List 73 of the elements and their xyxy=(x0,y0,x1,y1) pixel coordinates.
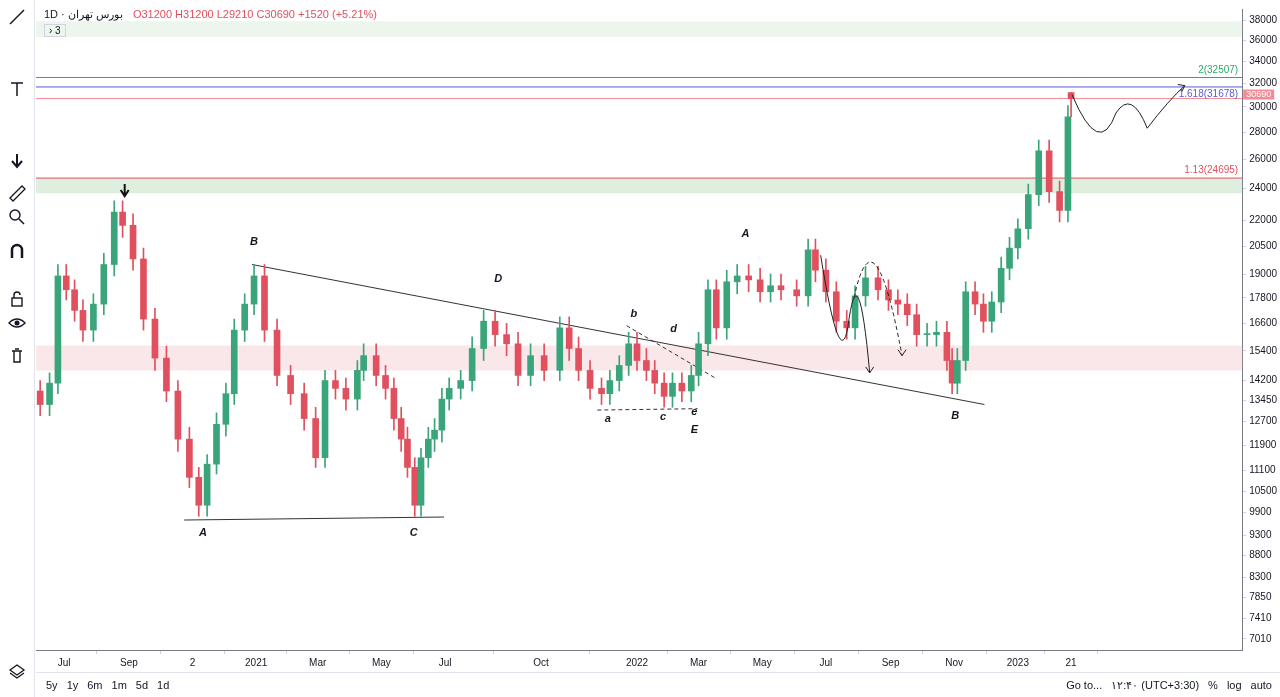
text: auto xyxy=(1250,679,1272,691)
x-tick-label: May xyxy=(752,656,772,668)
x-tick-label: Mar xyxy=(689,656,708,668)
y-tick-label: 19000 xyxy=(1249,267,1278,279)
y-tick-label: 14200 xyxy=(1249,374,1278,386)
annotation: › 3 xyxy=(44,24,66,37)
annotation: b xyxy=(630,306,638,319)
text: 1m xyxy=(111,679,127,691)
text: % xyxy=(1208,679,1218,691)
ref-line-label: 2(32507) xyxy=(1198,64,1239,76)
annotation: E xyxy=(690,423,699,436)
x-tick-label: Sep xyxy=(119,656,139,668)
y-tick-label: 24000 xyxy=(1249,182,1278,194)
text: 5d xyxy=(135,679,149,691)
x-tick-label: 2023 xyxy=(1006,656,1030,668)
annotation: d xyxy=(670,322,678,335)
x-tick-label: Oct xyxy=(533,656,550,668)
y-tick-label: 12700 xyxy=(1249,415,1278,427)
text: 5y xyxy=(46,679,58,691)
x-tick-label: 2 xyxy=(189,656,196,668)
y-tick-label: 11100 xyxy=(1249,464,1276,476)
text: 1y xyxy=(66,679,79,691)
y-tick-label: 17800 xyxy=(1249,291,1278,303)
text: 6m xyxy=(87,679,103,691)
text: Go to... xyxy=(1066,679,1103,691)
chart-subtitle: O31200 H31200 L29210 C30690 +1520 (+5.21%) xyxy=(132,8,377,21)
text: log xyxy=(1226,679,1242,691)
x-tick-label: May xyxy=(371,656,391,668)
annotation: A xyxy=(197,526,207,539)
ref-line-label: 1.13(24695) xyxy=(1184,163,1239,175)
y-tick-label: 38000 xyxy=(1249,14,1278,26)
y-tick-label: 11900 xyxy=(1249,438,1277,450)
y-tick-label: 7010 xyxy=(1249,632,1272,644)
annotation: C xyxy=(409,526,419,539)
y-tick-label: 13450 xyxy=(1249,394,1278,406)
text: ۱۲:۴۰ (UTC+3:30) xyxy=(1111,678,1200,692)
annotation: B xyxy=(250,234,259,247)
annotation: e xyxy=(691,405,698,418)
annotation: a xyxy=(604,411,611,424)
annotation: A xyxy=(740,226,750,239)
ref-line-label: 1.618(31678) xyxy=(1178,87,1239,99)
annotation: c xyxy=(660,409,667,422)
y-tick-label: 7850 xyxy=(1249,591,1272,603)
y-tick-label: 22000 xyxy=(1249,214,1278,226)
x-tick-label: Jul xyxy=(819,656,833,668)
x-tick-label: Sep xyxy=(881,656,900,668)
x-tick-label: Jul xyxy=(57,656,71,668)
y-tick-label: 30000 xyxy=(1249,100,1278,112)
annotation: B xyxy=(951,408,960,421)
annotation: D xyxy=(494,272,503,285)
y-tick-label: 20500 xyxy=(1249,239,1278,251)
x-tick-label: 2022 xyxy=(625,656,649,668)
y-tick-label: 9300 xyxy=(1249,529,1272,541)
x-tick-label: Nov xyxy=(945,656,964,668)
text: 1d xyxy=(157,679,170,691)
x-tick-label: Jul xyxy=(438,656,452,668)
y-tick-label: 26000 xyxy=(1249,152,1278,164)
y-tick-label: 34000 xyxy=(1249,54,1278,66)
y-tick-label: 16600 xyxy=(1249,317,1278,329)
y-tick-label: 7410 xyxy=(1249,612,1272,624)
y-tick-label: 8300 xyxy=(1249,570,1272,582)
ref-line-label: 30690 xyxy=(1246,89,1272,100)
y-tick-label: 28000 xyxy=(1249,125,1278,137)
y-tick-label: 8800 xyxy=(1249,549,1272,561)
y-tick-label: 9900 xyxy=(1249,506,1272,518)
y-tick-label: 15400 xyxy=(1249,344,1278,356)
x-tick-label: 21 xyxy=(1065,656,1078,668)
chart-title: 1D · بورس تهران xyxy=(44,8,123,21)
y-tick-label: 36000 xyxy=(1249,33,1278,45)
x-tick-label: Mar xyxy=(309,656,327,668)
y-tick-label: 32000 xyxy=(1249,77,1278,89)
y-tick-label: 10500 xyxy=(1249,484,1278,496)
x-tick-label: 2021 xyxy=(245,656,268,668)
